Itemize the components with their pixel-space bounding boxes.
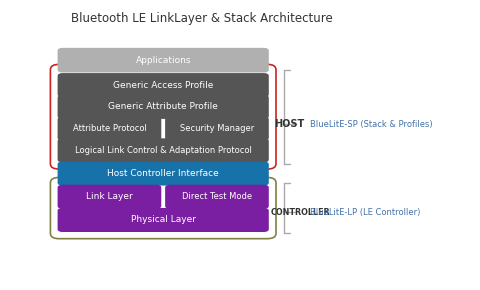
FancyBboxPatch shape — [58, 185, 161, 209]
FancyBboxPatch shape — [58, 162, 269, 186]
FancyBboxPatch shape — [58, 48, 269, 72]
Text: Bluetooth LE LinkLayer & Stack Architecture: Bluetooth LE LinkLayer & Stack Architect… — [71, 12, 333, 25]
Text: BlueLitE-LP (LE Controller): BlueLitE-LP (LE Controller) — [310, 208, 420, 217]
FancyBboxPatch shape — [58, 138, 269, 162]
Text: HOST: HOST — [275, 119, 305, 129]
Text: Generic Access Profile: Generic Access Profile — [113, 81, 214, 90]
Text: Link Layer: Link Layer — [86, 192, 133, 201]
FancyBboxPatch shape — [165, 117, 269, 141]
FancyBboxPatch shape — [165, 185, 269, 209]
Text: Security Manager: Security Manager — [180, 124, 254, 133]
Text: Direct Test Mode: Direct Test Mode — [182, 192, 252, 201]
Text: Attribute Protocol: Attribute Protocol — [72, 124, 146, 133]
Text: Physical Layer: Physical Layer — [131, 215, 196, 224]
Text: CONTROLLER: CONTROLLER — [270, 208, 330, 217]
FancyBboxPatch shape — [58, 95, 269, 119]
FancyBboxPatch shape — [58, 73, 269, 97]
Text: Logical Link Control & Adaptation Protocol: Logical Link Control & Adaptation Protoc… — [75, 146, 252, 155]
FancyBboxPatch shape — [58, 208, 269, 232]
Text: Host Controller Interface: Host Controller Interface — [108, 169, 219, 178]
Text: Generic Attribute Profile: Generic Attribute Profile — [108, 102, 218, 111]
Text: BlueLitE-SP (Stack & Profiles): BlueLitE-SP (Stack & Profiles) — [310, 119, 432, 129]
Text: Applications: Applications — [135, 56, 191, 65]
FancyBboxPatch shape — [58, 117, 161, 141]
